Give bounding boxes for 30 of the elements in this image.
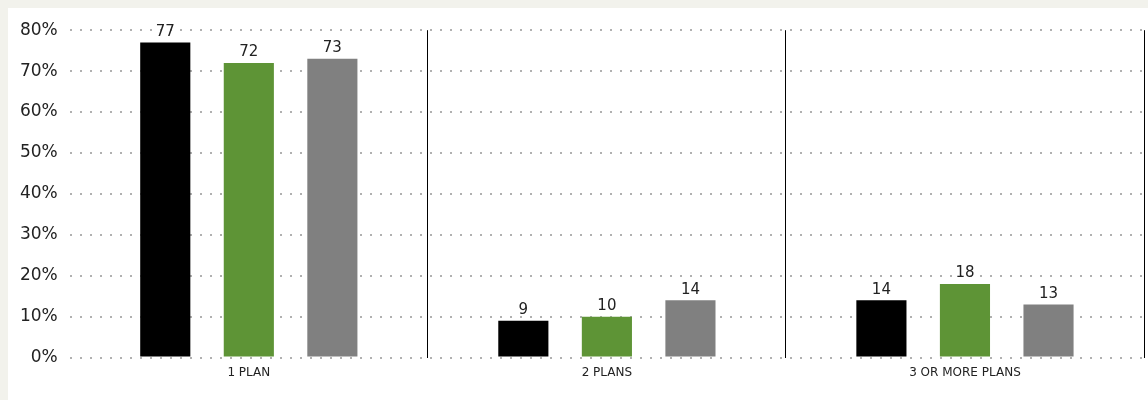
y-tick-label: 80% (19, 18, 58, 39)
y-tick-label: 10% (19, 305, 58, 326)
data-label: 18 (955, 263, 975, 282)
bar (1023, 304, 1074, 357)
bar (140, 42, 191, 357)
bar (307, 58, 358, 357)
data-label: 14 (680, 279, 700, 298)
x-tick-label: 2 PLANS (581, 364, 633, 379)
y-tick-label: 50% (19, 141, 58, 162)
y-tick-label: 70% (19, 59, 58, 80)
bar (856, 300, 907, 357)
data-label: 10 (597, 296, 617, 315)
bar (498, 320, 549, 357)
data-label: 77 (155, 21, 175, 40)
y-tick-label: 60% (19, 100, 58, 121)
bar (223, 62, 274, 357)
data-label: 73 (322, 38, 342, 57)
data-label: 13 (1038, 283, 1059, 302)
x-tick-label: 1 PLAN (227, 364, 271, 379)
bar (665, 300, 716, 357)
data-label: 9 (518, 300, 529, 319)
y-tick-label: 20% (19, 264, 58, 285)
data-label: 14 (871, 279, 891, 298)
y-tick-label: 0% (30, 346, 58, 367)
y-tick-label: 30% (19, 223, 58, 244)
x-tick-label: 3 OR MORE PLANS (909, 364, 1021, 379)
bar (939, 283, 991, 357)
bar (581, 316, 632, 357)
data-label: 72 (239, 42, 259, 61)
y-tick-label: 40% (19, 182, 58, 203)
